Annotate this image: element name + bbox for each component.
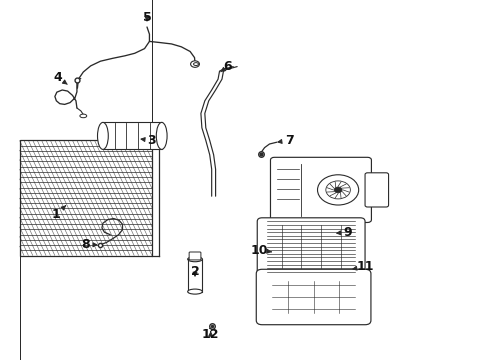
Text: 4: 4 xyxy=(53,71,67,84)
Ellipse shape xyxy=(194,63,198,66)
Text: 3: 3 xyxy=(141,134,156,147)
Ellipse shape xyxy=(188,257,202,262)
FancyBboxPatch shape xyxy=(365,173,389,207)
FancyBboxPatch shape xyxy=(257,218,365,275)
Text: 1: 1 xyxy=(52,206,66,221)
Circle shape xyxy=(334,187,342,193)
Text: 8: 8 xyxy=(81,238,97,251)
Text: 2: 2 xyxy=(191,265,199,278)
Ellipse shape xyxy=(98,122,108,149)
Text: 5: 5 xyxy=(143,11,151,24)
Bar xyxy=(103,122,162,149)
FancyBboxPatch shape xyxy=(256,269,371,325)
Bar xyxy=(20,140,152,256)
Text: 11: 11 xyxy=(353,260,374,273)
Ellipse shape xyxy=(188,289,202,294)
Circle shape xyxy=(326,181,350,199)
FancyBboxPatch shape xyxy=(270,157,371,222)
Text: 10: 10 xyxy=(251,244,271,257)
Ellipse shape xyxy=(191,61,199,67)
Text: 7: 7 xyxy=(278,134,294,147)
Bar xyxy=(188,259,202,292)
Ellipse shape xyxy=(80,114,87,118)
Ellipse shape xyxy=(156,122,167,149)
Text: 12: 12 xyxy=(202,328,220,341)
Text: 9: 9 xyxy=(337,226,352,239)
FancyBboxPatch shape xyxy=(189,252,201,260)
Circle shape xyxy=(318,175,359,205)
Text: 6: 6 xyxy=(220,60,232,73)
